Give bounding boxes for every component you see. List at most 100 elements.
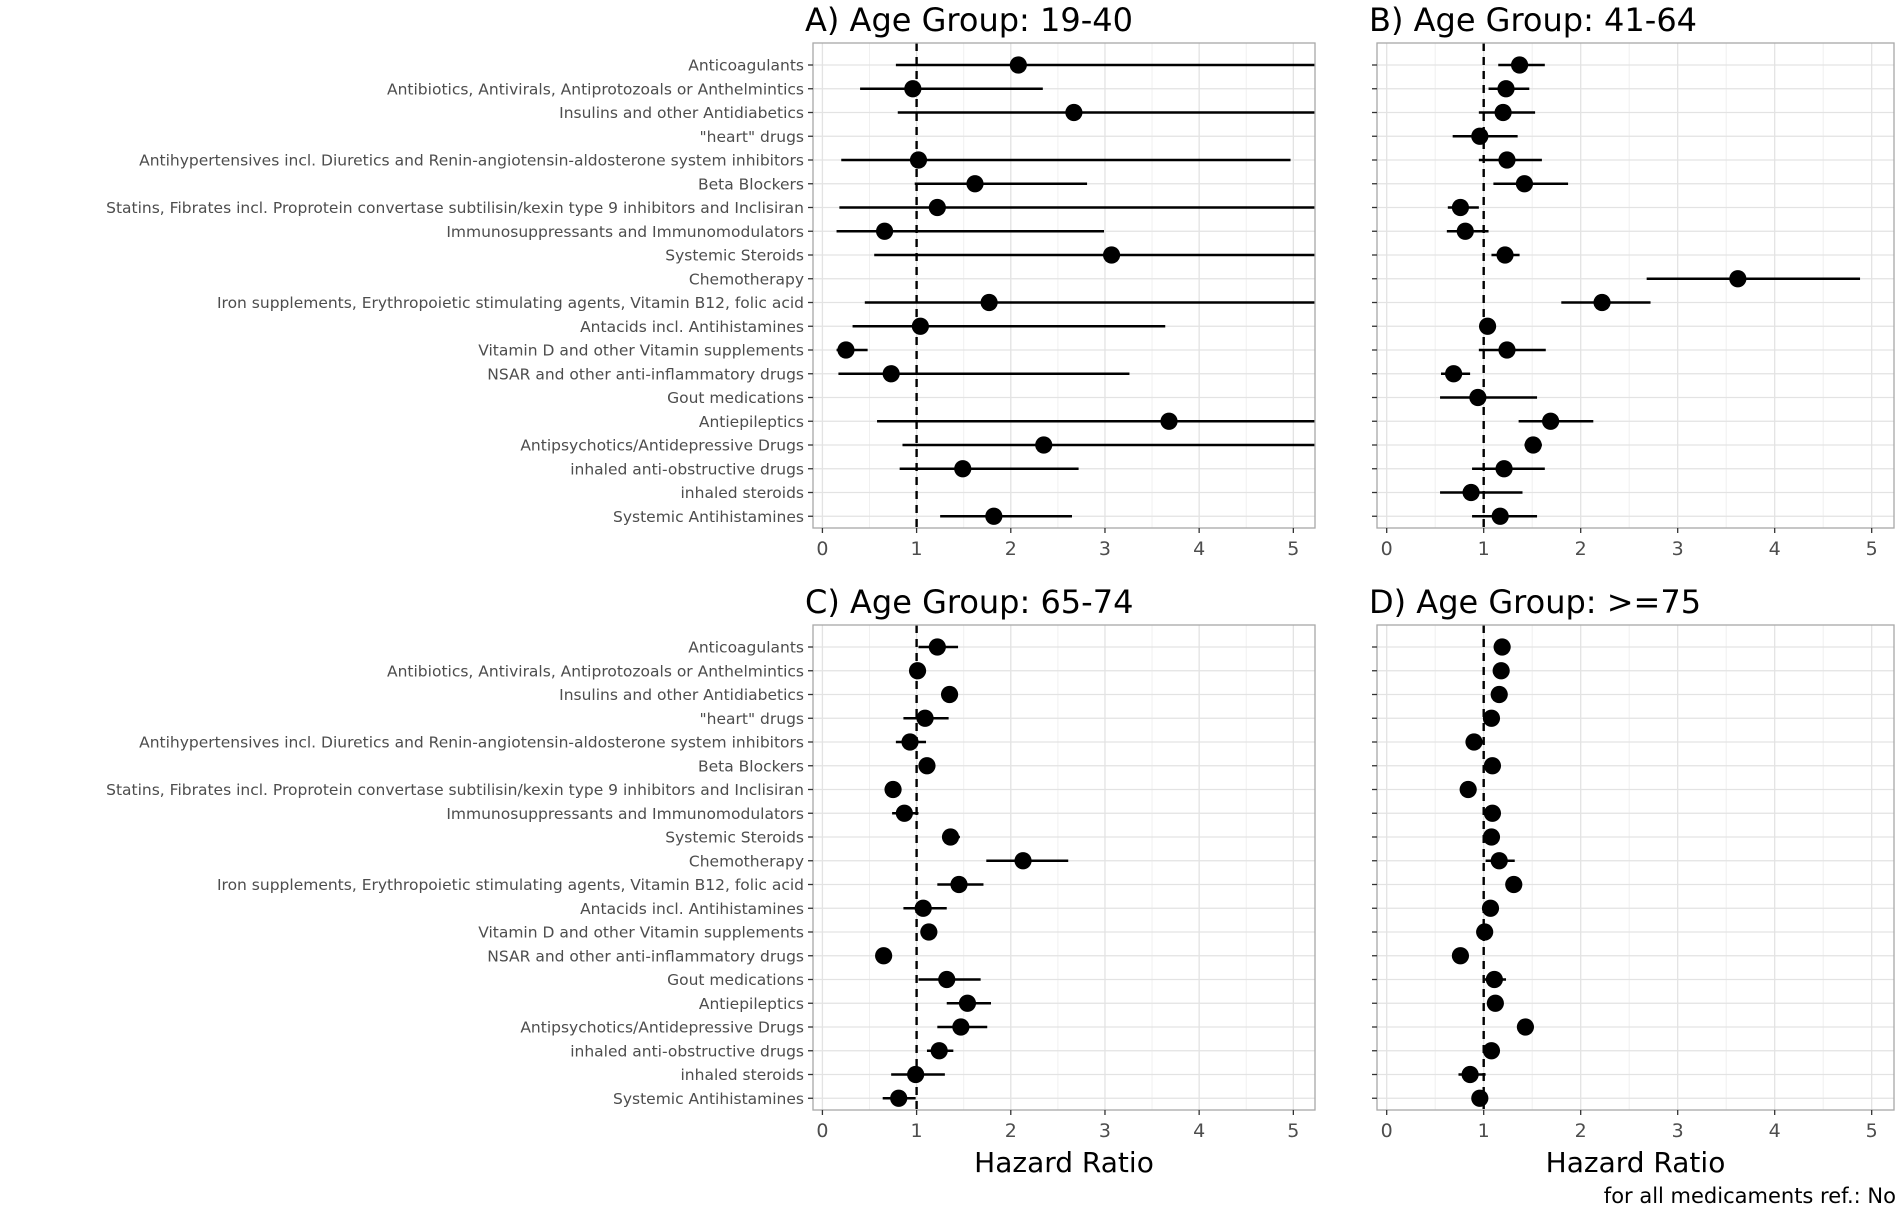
panel-b: 0 1 2 3 4 5 B) Age Group: 41-64	[1369, 1, 1895, 560]
category-label-antacids-incl-antihistamines: Antacids incl. Antihistamines	[580, 318, 804, 336]
category-label-inhaled-steroids: inhaled steroids	[681, 484, 805, 502]
category-label-antihypertensives-incl-diuretics-and-renin-angiotensin-aldos: Antihypertensives incl. Diuretics and Re…	[139, 734, 804, 752]
hr-point-chemotherapy	[1014, 852, 1032, 870]
hr-point-systemic-steroids	[1102, 246, 1121, 264]
hr-point-antibiotics-antivirals-antiprotozoals-or-anthelmintics	[904, 80, 922, 98]
category-label-systemic-antihistamines: Systemic Antihistamines	[613, 508, 804, 526]
hr-point-inhaled-steroids	[907, 1065, 925, 1084]
x-tick-label: 2	[1575, 538, 1587, 560]
hr-point-antihypertensives-incl-diuretics-and-renin-angiotensin-aldos	[909, 151, 928, 169]
category-label-heart-drugs: "heart" drugs	[700, 710, 804, 728]
hr-point-antipsychotics-antidepressive-drugs	[1035, 436, 1053, 454]
hr-point-immunosuppressants-and-immunomodulators	[1483, 804, 1502, 822]
hr-point-inhaled-steroids	[1461, 1065, 1479, 1084]
category-label-antacids-incl-antihistamines: Antacids incl. Antihistamines	[580, 900, 804, 918]
panel-c: Anticoagulants Antibiotics, Antivirals, A…	[106, 583, 1316, 1179]
hr-point-gout-medications	[938, 970, 956, 989]
category-label-vitamin-d-and-other-vitamin-supplements: Vitamin D and other Vitamin supplements	[478, 924, 804, 942]
hr-point-antiepileptics	[958, 994, 977, 1012]
hr-point-heart-drugs	[1482, 709, 1501, 727]
hr-point-anticoagulants	[1510, 56, 1529, 74]
x-axis-title: Hazard Ratio	[974, 1146, 1154, 1179]
panel-border	[1376, 624, 1895, 1111]
hr-point-antiepileptics	[1160, 412, 1178, 430]
x-tick-label: 2	[1005, 538, 1017, 560]
hr-point-statins-fibrates-incl-proprotein-convertase-subtilisin-kexin	[1459, 780, 1477, 799]
hr-point-systemic-steroids	[1482, 828, 1501, 846]
x-tick-label: 5	[1287, 1120, 1299, 1142]
hr-point-systemic-antihistamines	[1471, 1089, 1489, 1107]
hr-point-systemic-steroids	[941, 828, 960, 846]
hr-point-antacids-incl-antihistamines	[1481, 899, 1500, 917]
category-label-gout-medications: Gout medications	[667, 389, 804, 407]
hr-point-statins-fibrates-incl-proprotein-convertase-subtilisin-kexin	[1451, 198, 1470, 217]
hr-point-anticoagulants	[1493, 638, 1511, 656]
panel-title: B) Age Group: 41-64	[1369, 1, 1697, 39]
category-label-insulins-and-other-antidiabetics: Insulins and other Antidiabetics	[559, 686, 804, 704]
hr-point-antacids-incl-antihistamines	[911, 317, 929, 335]
hr-point-antiepileptics	[1542, 412, 1560, 430]
x-tick-label: 4	[1193, 538, 1205, 560]
category-label-statins-fibrates-incl-proprotein-convertase-subtilisin-kexin: Statins, Fibrates incl. Proprotein conve…	[106, 199, 804, 217]
panel-border	[812, 624, 1316, 1111]
category-label-beta-blockers: Beta Blockers	[698, 757, 804, 775]
hr-point-beta-blockers	[966, 175, 984, 193]
hr-point-immunosuppressants-and-immunomodulators	[1456, 222, 1474, 240]
hr-point-inhaled-steroids	[1462, 483, 1480, 502]
x-tick-label: 5	[1866, 1120, 1878, 1142]
hr-point-iron-supplements-erythropoietic-stimulating-agents-vitamin-b	[950, 875, 968, 894]
plot-background	[813, 625, 1315, 1110]
hr-point-antibiotics-antivirals-antiprotozoals-or-anthelmintics	[908, 662, 927, 680]
x-tick-label: 5	[1866, 538, 1878, 560]
hr-point-systemic-antihistamines	[985, 507, 1003, 525]
category-label-nsar-and-other-anti-inflammatory-drugs: NSAR and other anti-inflammatory drugs	[487, 947, 804, 965]
hr-point-vitamin-d-and-other-vitamin-supplements	[837, 341, 855, 359]
hr-point-vitamin-d-and-other-vitamin-supplements	[1498, 341, 1516, 359]
category-label-antipsychotics-antidepressive-drugs: Antipsychotics/Antidepressive Drugs	[520, 1019, 804, 1037]
category-label-antiepileptics: Antiepileptics	[699, 413, 804, 431]
x-tick-label: 1	[911, 538, 923, 560]
x-tick-label: 4	[1193, 1120, 1205, 1142]
hr-point-statins-fibrates-incl-proprotein-convertase-subtilisin-kexin	[928, 198, 946, 217]
x-tick-label: 3	[1099, 538, 1111, 560]
hr-point-systemic-antihistamines	[890, 1089, 908, 1107]
hr-point-beta-blockers	[1515, 175, 1534, 193]
figure-caption: for all medicaments ref.: No	[1604, 1184, 1896, 1208]
category-label-antibiotics-antivirals-antiprotozoals-or-anthelmintics: Antibiotics, Antivirals, Antiprotozoals …	[387, 80, 804, 98]
category-label-immunosuppressants-and-immunomodulators: Immunosuppressants and Immunomodulators	[446, 805, 804, 823]
hr-point-systemic-antihistamines	[1491, 507, 1509, 525]
category-label-antipsychotics-antidepressive-drugs: Antipsychotics/Antidepressive Drugs	[520, 437, 804, 455]
hr-point-antibiotics-antivirals-antiprotozoals-or-anthelmintics	[1492, 662, 1510, 680]
hr-point-antacids-incl-antihistamines	[1478, 317, 1497, 335]
hr-point-inhaled-anti-obstructive-drugs	[930, 1042, 948, 1060]
category-label-inhaled-anti-obstructive-drugs: inhaled anti-obstructive drugs	[570, 460, 804, 478]
hr-point-chemotherapy	[1490, 852, 1508, 870]
hr-point-iron-supplements-erythropoietic-stimulating-agents-vitamin-b	[1593, 293, 1611, 312]
hr-point-antihypertensives-incl-diuretics-and-renin-angiotensin-aldos	[1465, 733, 1483, 751]
hr-point-vitamin-d-and-other-vitamin-supplements	[920, 923, 938, 941]
x-tick-label: 0	[1381, 1120, 1393, 1142]
x-tick-label: 4	[1769, 538, 1781, 560]
category-label-beta-blockers: Beta Blockers	[698, 175, 804, 193]
hr-point-heart-drugs	[916, 709, 934, 727]
hr-point-heart-drugs	[1471, 127, 1489, 145]
category-label-chemotherapy: Chemotherapy	[689, 270, 804, 288]
hr-point-gout-medications	[1469, 388, 1487, 407]
x-tick-label: 4	[1769, 1120, 1781, 1142]
hr-point-antiepileptics	[1486, 994, 1504, 1012]
panel-title: D) Age Group: >=75	[1369, 583, 1701, 621]
x-tick-label: 2	[1005, 1120, 1017, 1142]
category-label-systemic-steroids: Systemic Steroids	[665, 247, 804, 265]
x-tick-label: 0	[816, 1120, 828, 1142]
hr-point-vitamin-d-and-other-vitamin-supplements	[1476, 923, 1494, 941]
x-tick-label: 1	[911, 1120, 923, 1142]
hr-point-gout-medications	[1485, 970, 1503, 989]
hr-point-antihypertensives-incl-diuretics-and-renin-angiotensin-aldos	[901, 733, 919, 751]
hr-point-nsar-and-other-anti-inflammatory-drugs	[1445, 365, 1463, 383]
hr-point-statins-fibrates-incl-proprotein-convertase-subtilisin-kexin	[884, 780, 902, 799]
hr-point-inhaled-anti-obstructive-drugs	[1482, 1042, 1501, 1060]
category-label-gout-medications: Gout medications	[667, 971, 804, 989]
panel-border	[1376, 42, 1895, 529]
category-label-heart-drugs: "heart" drugs	[700, 128, 804, 146]
hr-point-nsar-and-other-anti-inflammatory-drugs	[882, 365, 900, 383]
